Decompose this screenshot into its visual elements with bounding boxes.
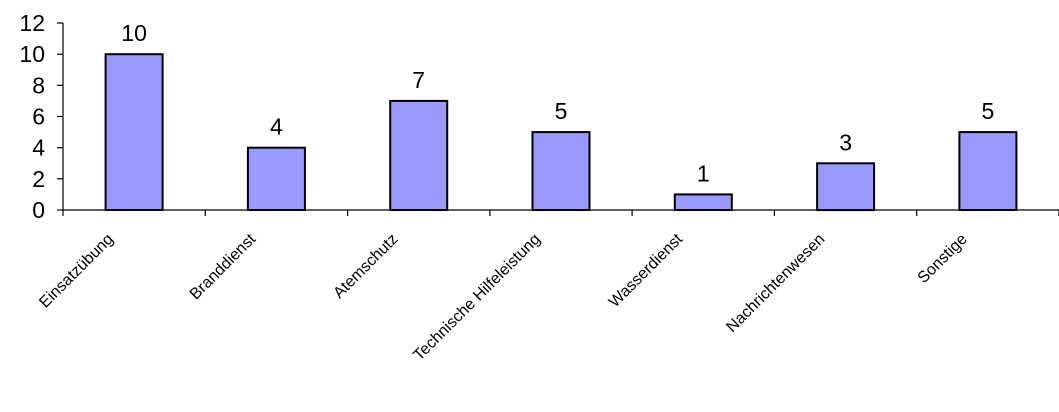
x-tick-label-0: Einsatzübung xyxy=(36,231,117,312)
x-tick-label-6: Sonstige xyxy=(915,231,971,287)
x-tick-label-2: Atemschutz xyxy=(330,231,401,302)
x-tick-label-4: Wasserdienst xyxy=(606,230,687,311)
bar-1 xyxy=(246,146,306,211)
axes-group xyxy=(57,22,1059,216)
y-tick-label-0: 0 xyxy=(32,197,45,223)
x-tick-label-5: Nachrichtenwesen xyxy=(723,231,828,336)
bars-group xyxy=(104,53,1018,212)
data-label-3: 5 xyxy=(555,98,568,124)
y-tick-label-2: 4 xyxy=(32,135,45,161)
data-label-1: 4 xyxy=(270,114,283,140)
y-tick-label-6: 12 xyxy=(19,10,45,36)
data-label-0: 10 xyxy=(121,20,147,46)
x-tick-label-3: Technische Hilfeleistung xyxy=(410,231,543,364)
data-label-6: 5 xyxy=(982,98,995,124)
y-tick-label-3: 6 xyxy=(32,104,45,130)
bar-5 xyxy=(816,162,876,212)
x-tick-label-1: Branddienst xyxy=(187,230,260,303)
y-tick-label-1: 2 xyxy=(32,166,45,192)
data-label-2: 7 xyxy=(412,67,425,93)
y-tick-label-4: 8 xyxy=(32,72,45,98)
bar-2 xyxy=(389,99,449,211)
data-label-4: 1 xyxy=(697,160,710,186)
bar-6 xyxy=(958,131,1018,212)
bar-4 xyxy=(673,193,733,211)
bar-3 xyxy=(531,131,591,212)
bar-0 xyxy=(104,53,164,212)
data-label-5: 3 xyxy=(839,129,852,155)
y-tick-label-5: 10 xyxy=(19,41,45,67)
